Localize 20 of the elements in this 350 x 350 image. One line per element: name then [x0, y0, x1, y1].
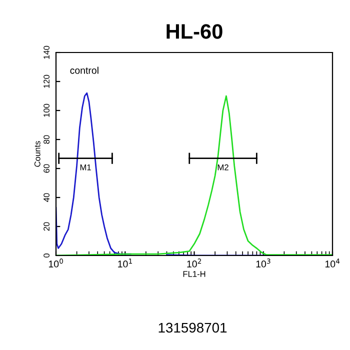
x-tick-label: 10$^{0}$	[48, 258, 64, 268]
x-tick-label: 10$^{3}$	[256, 258, 270, 268]
y-tick-label: 60	[44, 164, 50, 173]
y-tick-label: 0	[44, 254, 50, 258]
y-tick-label: 100	[44, 104, 50, 117]
x-tick-label: 10$^{4}$	[325, 258, 340, 268]
y-tick-label: 20	[44, 222, 50, 231]
y-axis-title: Counts	[34, 141, 40, 167]
chart-title: HL-60	[166, 24, 222, 39]
y-tick-label: 140	[44, 46, 50, 59]
annotation: control	[70, 66, 98, 74]
x-tick-label: 10$^{2}$	[187, 258, 202, 268]
series-label: M2	[218, 164, 228, 170]
y-tick-label: 120	[44, 74, 50, 88]
y-tick-label: 80	[44, 135, 50, 144]
x-axis-title: FL1-H	[183, 271, 206, 277]
y-tick-label: 40	[44, 193, 50, 202]
series-label: M1	[80, 164, 91, 170]
text: 131598701	[158, 322, 227, 333]
x-tick-label: 10$^{1}$	[118, 258, 132, 268]
